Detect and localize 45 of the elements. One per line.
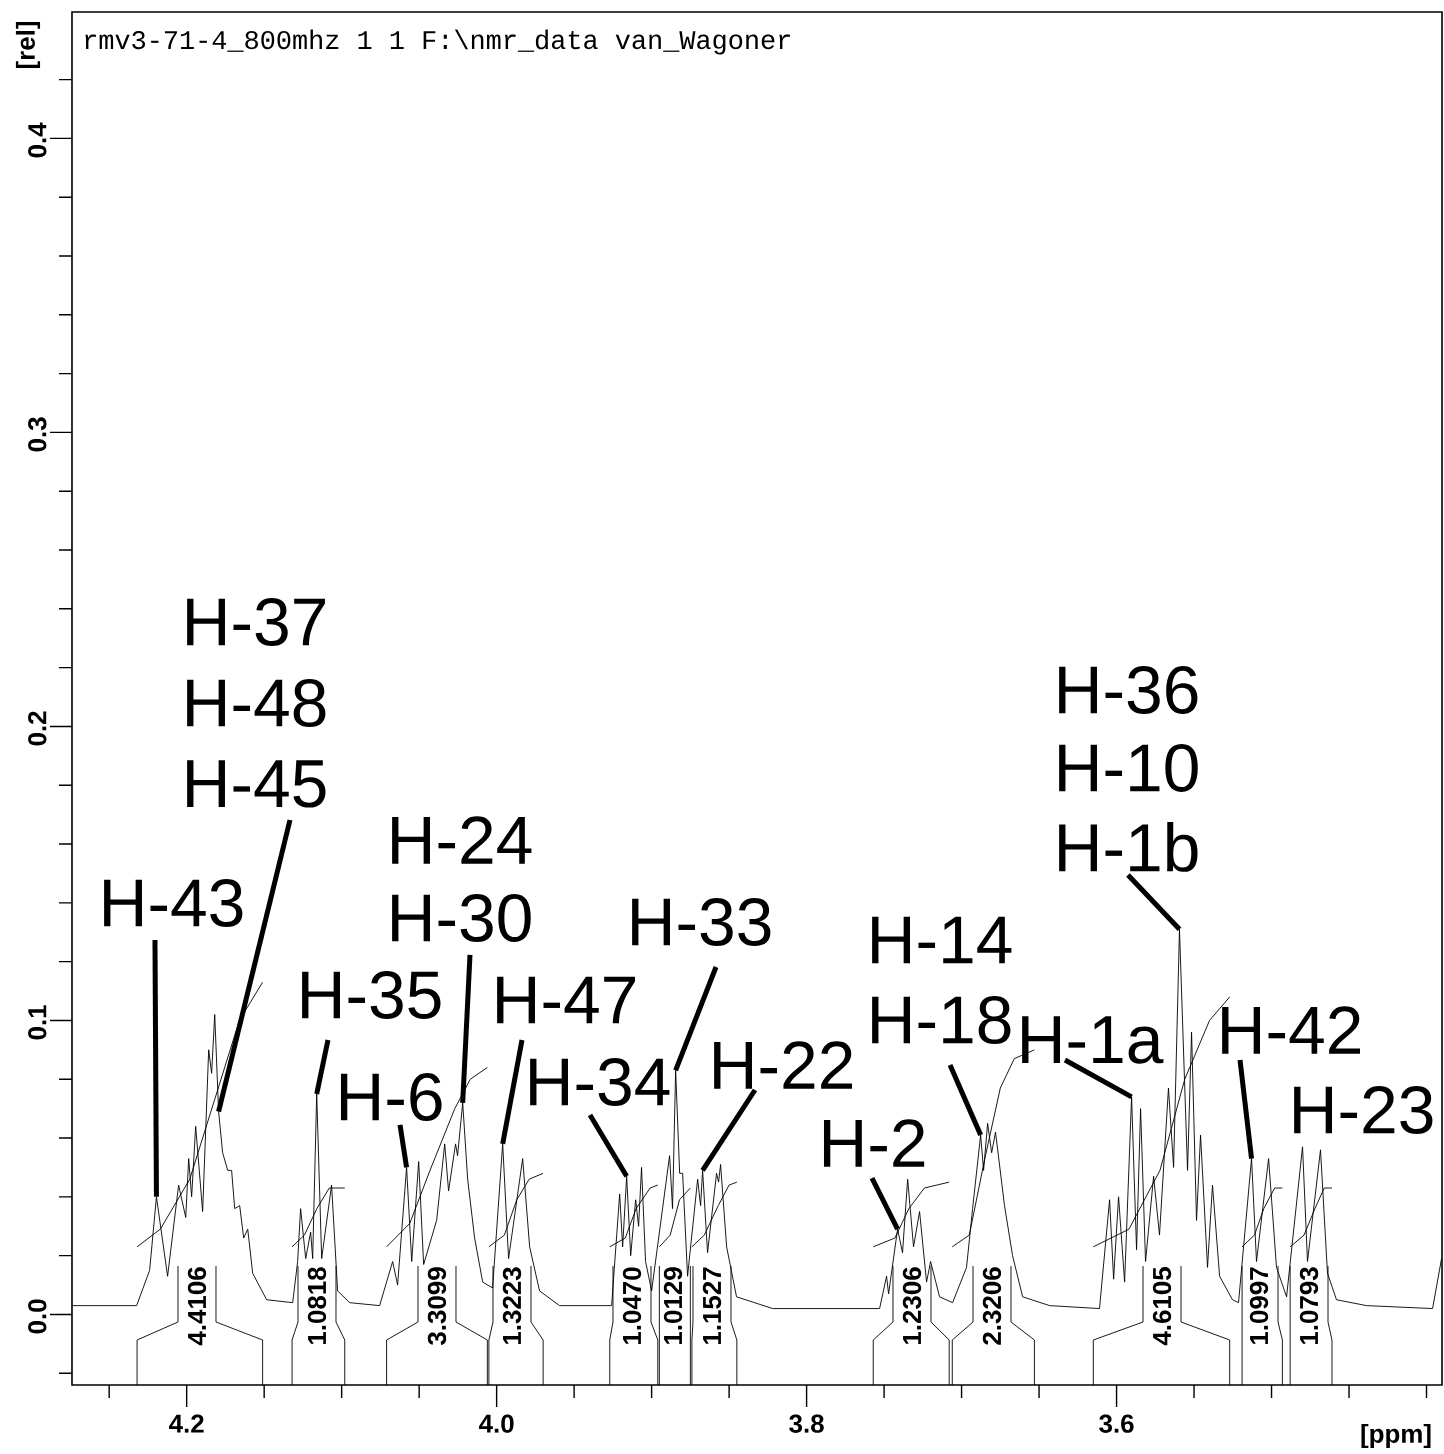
annotation: 4.6105 [1152, 1267, 1172, 1346]
y-tick-label: 0.2 [28, 711, 47, 746]
x-tick-label: 4.2 [169, 1414, 204, 1433]
annotation: H-36 [1059, 666, 1198, 714]
annotation: H-42 [1222, 1006, 1360, 1054]
y-tick-label: 0.1 [28, 1005, 47, 1040]
y-axis-title: [rel] [15, 21, 41, 68]
annotation: H-14 [872, 916, 1012, 964]
annotation: H-45 [187, 760, 326, 808]
x-tick-label: 4.0 [479, 1414, 514, 1433]
annotation: H-1b [1059, 822, 1198, 872]
annotation: 1.3223 [502, 1267, 522, 1344]
annotation: H-35 [302, 970, 441, 1019]
annotation: H-33 [632, 898, 771, 946]
annotation: H-43 [104, 879, 243, 927]
annotation: H-6 [340, 1073, 442, 1121]
annotation: H-1a [1022, 1016, 1164, 1064]
annotation: H-23 [1294, 1086, 1433, 1134]
annotation: 1.0129 [663, 1267, 683, 1344]
annotation: H-47 [497, 976, 635, 1024]
annotation: 1.0793 [1299, 1267, 1319, 1344]
annotation: H-22 [714, 1041, 852, 1089]
annotation: 3.3099 [427, 1267, 447, 1346]
annotation: 1.0818 [307, 1267, 327, 1344]
x-tick-label: 3.8 [789, 1414, 824, 1433]
annotation: H-2 [823, 1119, 925, 1167]
annotation: 1.0470 [622, 1267, 642, 1344]
x-tick-label: 3.6 [1099, 1414, 1134, 1433]
annotation: 1.2306 [902, 1267, 922, 1344]
annotation: H-37 [187, 597, 325, 646]
annotation: H-18 [872, 996, 1011, 1044]
annotation: H-24 [392, 816, 532, 864]
annotation: rmv3-71-4_800mhz 1 1 F:\nmr_data van_Wagoner [85, 29, 790, 55]
annotation: H-30 [392, 894, 531, 942]
annotation: 1.1527 [702, 1267, 722, 1344]
y-tick-label: 0.4 [28, 122, 47, 158]
y-tick-label: 0.3 [28, 417, 47, 452]
annotation: H-34 [530, 1058, 670, 1106]
x-axis-title: [ppm] [1361, 1423, 1431, 1449]
annotation: H-10 [1059, 744, 1198, 792]
annotation: 2.3206 [982, 1267, 1002, 1345]
y-tick-label: 0.0 [28, 1299, 47, 1334]
annotation: 4.4106 [187, 1267, 207, 1346]
annotation: H-48 [187, 679, 326, 727]
annotation: 1.0997 [1249, 1267, 1269, 1344]
